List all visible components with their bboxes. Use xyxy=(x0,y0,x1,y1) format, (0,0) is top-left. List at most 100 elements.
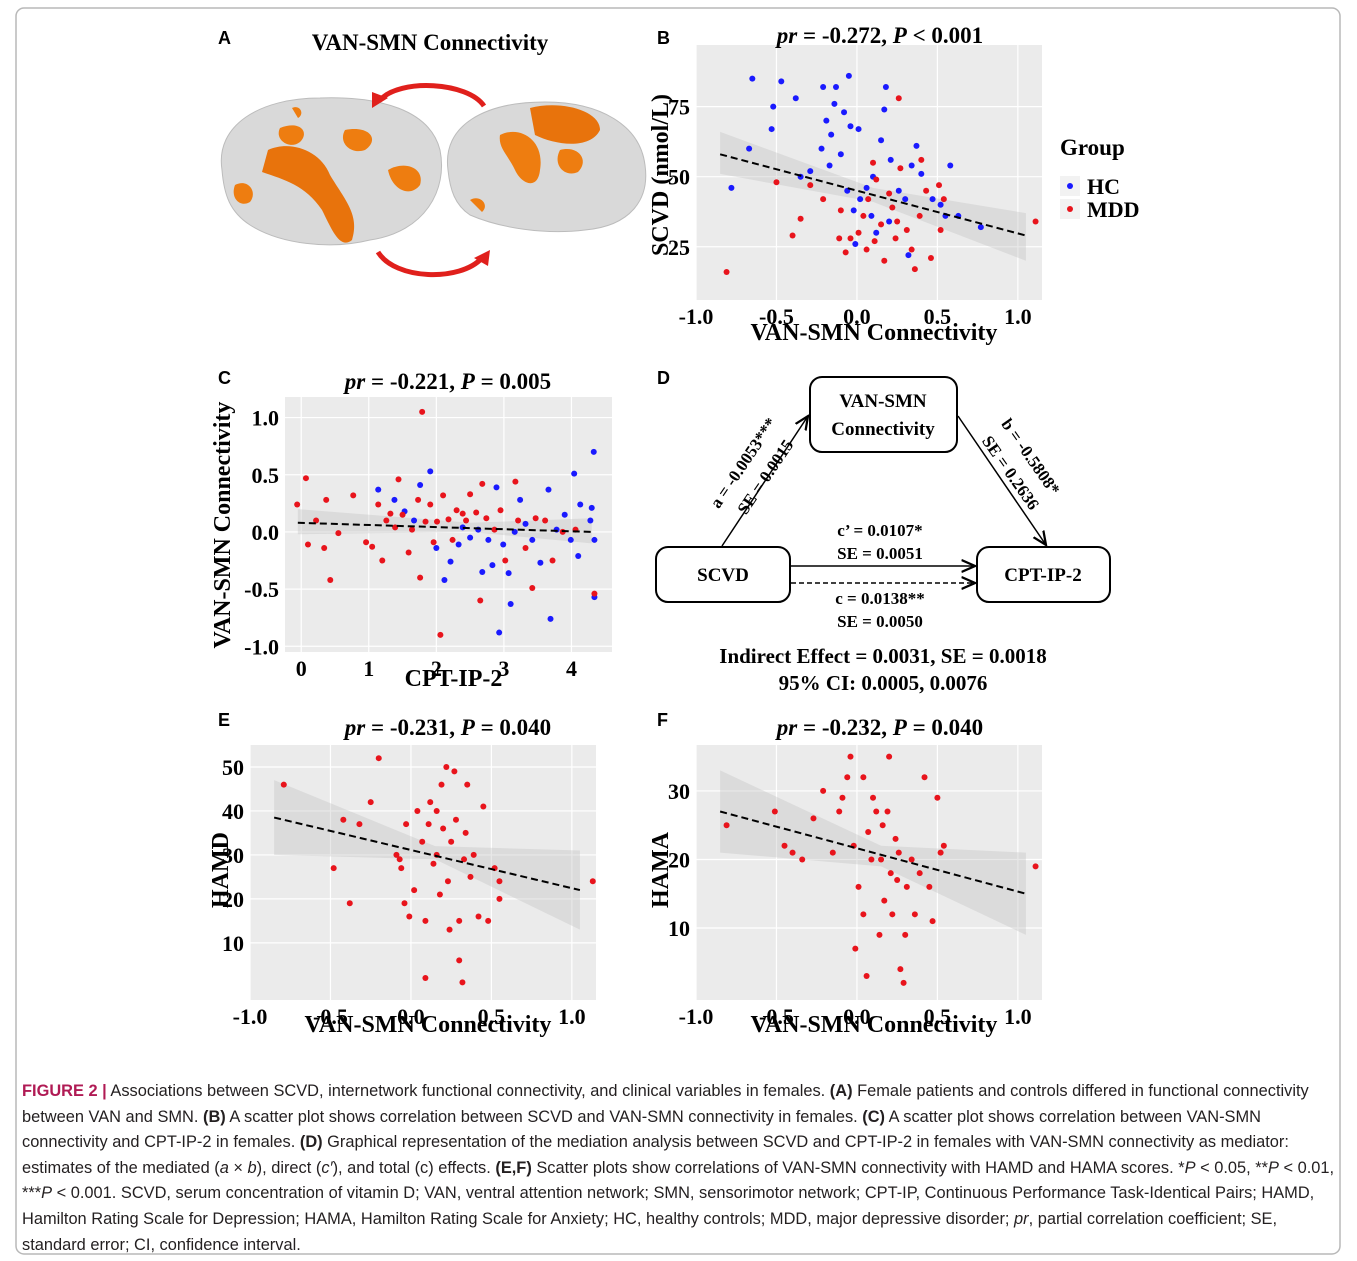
x-tick-label: -0.5 xyxy=(759,1004,794,1029)
x-tick-label: -0.5 xyxy=(759,304,794,329)
point xyxy=(926,883,933,890)
point xyxy=(452,816,459,823)
point xyxy=(440,492,447,499)
point xyxy=(911,266,918,273)
point xyxy=(940,196,947,203)
point xyxy=(346,900,353,907)
confidence-band xyxy=(297,509,592,544)
point xyxy=(462,829,469,836)
brain-right xyxy=(446,101,647,233)
point xyxy=(870,159,877,166)
point xyxy=(396,856,403,863)
scatter-chart: -1.0 -0.5 0.0 0.5 1.0 10 20 30 pr = -0.232, P = … xyxy=(648,710,1042,1038)
x-axis-label: VAN-SMN Connectivity xyxy=(751,1012,998,1038)
y-tick-label: 0.5 xyxy=(252,463,280,488)
title-part: pr xyxy=(775,715,799,740)
point xyxy=(522,520,529,527)
point xyxy=(398,865,405,872)
point xyxy=(477,597,484,604)
point xyxy=(908,246,915,253)
point xyxy=(455,541,462,548)
point xyxy=(411,887,418,894)
point xyxy=(837,151,844,158)
title-part: = -0.232, xyxy=(797,715,893,740)
point xyxy=(860,774,867,781)
point xyxy=(873,229,880,236)
point xyxy=(383,517,390,524)
point xyxy=(868,856,875,863)
point xyxy=(497,507,504,514)
y-tick-label: 50 xyxy=(222,755,244,780)
y-axis-label: VAN-SMN Connectivity xyxy=(210,402,236,649)
panel-label: B xyxy=(657,28,670,48)
point xyxy=(878,137,885,144)
point xyxy=(313,517,320,524)
caption-run: Scatter plots show correlations of VAN-S… xyxy=(531,1158,1185,1177)
point xyxy=(489,562,496,569)
y-axis-label: HAMA xyxy=(648,831,674,908)
point xyxy=(417,482,424,489)
point xyxy=(876,931,883,938)
summary: 95% CI: 0.0005, 0.0076 xyxy=(779,671,988,695)
point xyxy=(485,917,492,924)
point xyxy=(807,168,814,175)
point xyxy=(895,187,902,194)
panel-label: D xyxy=(657,368,670,388)
caption-run: ), and total (c) effects. xyxy=(332,1158,496,1177)
point xyxy=(908,856,915,863)
point xyxy=(868,212,875,219)
point xyxy=(549,557,556,564)
point xyxy=(878,221,885,228)
point xyxy=(409,526,416,533)
point xyxy=(422,975,429,982)
y-tick-label: 10 xyxy=(668,916,690,941)
point xyxy=(865,196,872,203)
point xyxy=(475,913,482,920)
title-part: pr xyxy=(343,715,367,740)
point xyxy=(445,516,452,523)
point xyxy=(437,631,444,638)
point xyxy=(422,518,429,525)
caption-run: (E,F) xyxy=(495,1158,532,1177)
point xyxy=(479,568,486,575)
point xyxy=(799,856,806,863)
point xyxy=(916,870,923,877)
arrowhead xyxy=(474,250,490,266)
x-tick-label: 0.0 xyxy=(843,1004,871,1029)
point xyxy=(839,794,846,801)
point xyxy=(823,117,830,124)
point xyxy=(433,544,440,551)
x-tick-label: 0 xyxy=(296,656,307,681)
confidence-band xyxy=(274,780,580,930)
point xyxy=(395,476,402,483)
point xyxy=(493,484,500,491)
point xyxy=(375,501,382,508)
title-part: = -0.272, xyxy=(797,23,893,48)
point xyxy=(479,480,486,487)
point xyxy=(496,878,503,885)
point xyxy=(797,215,804,222)
point xyxy=(419,838,426,845)
point xyxy=(480,803,487,810)
point xyxy=(356,821,363,828)
point xyxy=(879,822,886,829)
point xyxy=(430,539,437,546)
point xyxy=(405,549,412,556)
point xyxy=(886,218,893,225)
point xyxy=(847,235,854,242)
point xyxy=(403,821,410,828)
point xyxy=(1032,218,1039,225)
point xyxy=(470,851,477,858)
point xyxy=(878,856,885,863)
title-part: = -0.231, xyxy=(365,715,461,740)
point xyxy=(280,781,287,788)
point xyxy=(857,196,864,203)
title-part: = 0.040 xyxy=(907,715,983,740)
y-tick-label: 0.0 xyxy=(252,520,280,545)
plot-background xyxy=(285,397,612,652)
point xyxy=(502,557,509,564)
point xyxy=(873,176,880,183)
point xyxy=(512,478,519,485)
point xyxy=(789,232,796,239)
